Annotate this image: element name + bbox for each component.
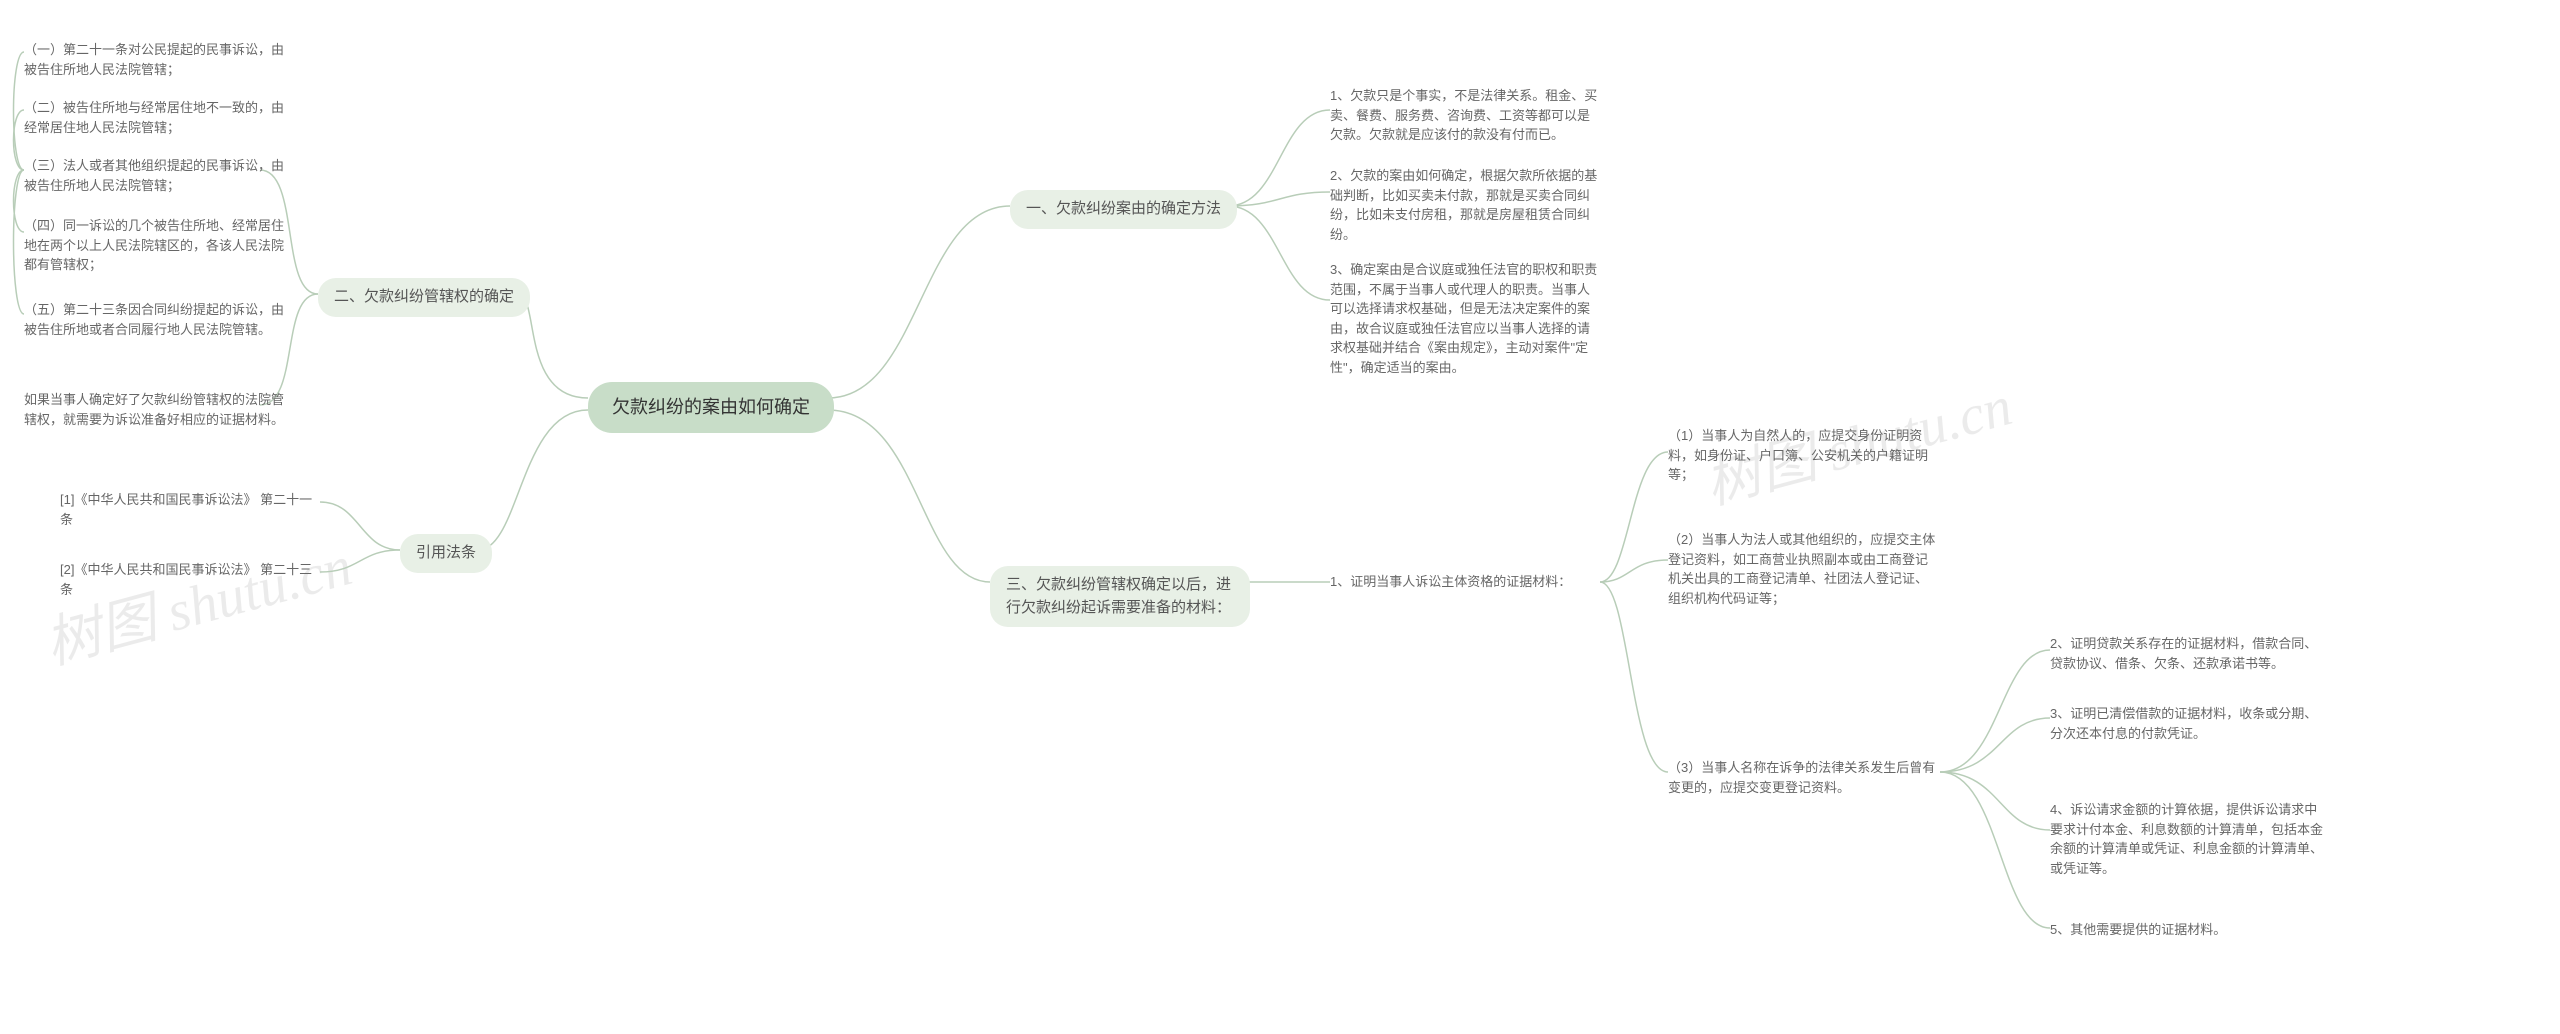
leaf-b2-4: （四）同一诉讼的几个被告住所地、经常居住地在两个以上人民法院辖区的，各该人民法院… — [24, 216, 284, 275]
branch-label: 二、欠款纠纷管辖权的确定 — [334, 288, 514, 305]
leaf-b1-3: 3、确定案由是合议庭或独任法官的职权和职责范围，不属于当事人或代理人的职责。当事… — [1330, 260, 1600, 377]
leaf-b3-1-3-3: 3、证明已清偿借款的证据材料，收条或分期、分次还本付息的付款凭证。 — [2050, 704, 2330, 743]
branch-label: 引用法条 — [416, 544, 476, 561]
leaf-b3-1-3-2: 2、证明贷款关系存在的证据材料，借款合同、贷款协议、借条、欠条、还款承诺书等。 — [2050, 634, 2330, 673]
leaf-b2-1: （一）第二十一条对公民提起的民事诉讼，由被告住所地人民法院管辖； — [24, 40, 284, 79]
leaf-b3-1-3-4: 4、诉讼请求金额的计算依据，提供诉讼请求中要求计付本金、利息数额的计算清单，包括… — [2050, 800, 2330, 878]
leaf-b3-1-1: （1）当事人为自然人的，应提交身份证明资料，如身份证、户口簿、公安机关的户籍证明… — [1668, 426, 1938, 485]
leaf-b3-1-2: （2）当事人为法人或其他组织的，应提交主体登记资料，如工商营业执照副本或由工商登… — [1668, 530, 1938, 608]
leaf-b2-2: （二）被告住所地与经常居住地不一致的，由经常居住地人民法院管辖； — [24, 98, 284, 137]
leaf-b1-2: 2、欠款的案由如何确定，根据欠款所依据的基础判断，比如买卖未付款，那就是买卖合同… — [1330, 166, 1600, 244]
branch-references[interactable]: 引用法条 — [400, 534, 492, 573]
leaf-b2-5: （五）第二十三条因合同纠纷提起的诉讼，由被告住所地或者合同履行地人民法院管辖。 — [24, 300, 284, 339]
leaf-b2-3: （三）法人或者其他组织提起的民事诉讼，由被告住所地人民法院管辖； — [24, 156, 284, 195]
mindmap-connectors — [0, 0, 2560, 1034]
leaf-b3-1-3: （3）当事人名称在诉争的法律关系发生后曾有变更的，应提交变更登记资料。 — [1668, 758, 1938, 797]
leaf-ref-1: [1]《中华人民共和国民事诉讼法》 第二十一条 — [60, 490, 320, 529]
leaf-b1-1: 1、欠款只是个事实，不是法律关系。租金、买卖、餐费、服务费、咨询费、工资等都可以… — [1330, 86, 1600, 145]
leaf-ref-2: [2]《中华人民共和国民事诉讼法》 第二十三条 — [60, 560, 320, 599]
leaf-b3-1: 1、证明当事人诉讼主体资格的证据材料： — [1330, 572, 1571, 592]
branch-label: 三、欠款纠纷管辖权确定以后，进行欠款纠纷起诉需要准备的材料： — [1006, 576, 1231, 616]
branch-materials[interactable]: 三、欠款纠纷管辖权确定以后，进行欠款纠纷起诉需要准备的材料： — [990, 566, 1250, 627]
watermark-1: 树图 shutu.cn — [35, 521, 359, 681]
leaf-b2-note: 如果当事人确定好了欠款纠纷管辖权的法院管辖权，就需要为诉讼准备好相应的证据材料。 — [24, 390, 284, 429]
branch-label: 一、欠款纠纷案由的确定方法 — [1026, 200, 1221, 217]
root-text: 欠款纠纷的案由如何确定 — [612, 397, 810, 417]
branch-method[interactable]: 一、欠款纠纷案由的确定方法 — [1010, 190, 1237, 229]
mindmap-root[interactable]: 欠款纠纷的案由如何确定 — [588, 382, 834, 433]
leaf-b3-1-3-5: 5、其他需要提供的证据材料。 — [2050, 920, 2226, 940]
branch-jurisdiction[interactable]: 二、欠款纠纷管辖权的确定 — [318, 278, 530, 317]
